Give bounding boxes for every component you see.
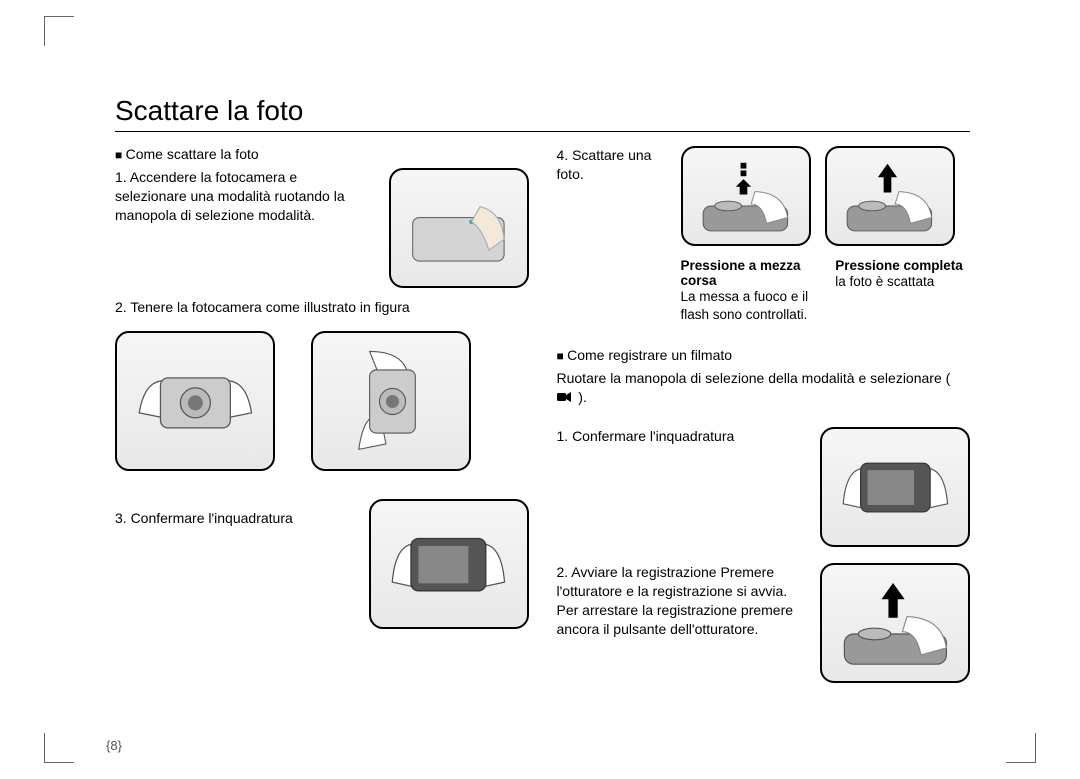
step-1-text: 1. Accendere la fotocamera e selezionare… (115, 168, 373, 225)
camera-icon (404, 182, 513, 275)
step-2-illustrations (115, 331, 529, 471)
press-full-block: Pressione completa la foto è scattata (835, 252, 970, 323)
video-intro-a: Ruotare la manopola di selezione della m… (557, 370, 955, 386)
illus-frame-back (369, 499, 529, 629)
illus-press-full (825, 146, 955, 246)
two-column-layout: Come scattare la foto 1. Accendere la fo… (115, 146, 970, 683)
camera-icon (133, 346, 258, 455)
video-step-1-row: 1. Confermare l'inquadratura (557, 427, 971, 547)
illus-hold-vertical (311, 331, 471, 471)
press-full-title: Pressione completa (835, 258, 970, 273)
illus-hold-front (115, 331, 275, 471)
camera-icon (695, 158, 796, 235)
crop-mark-bl (44, 733, 74, 763)
page-number: {8} (106, 738, 122, 753)
video-step-2-row: 2. Avviare la registrazione Premere l'ot… (557, 563, 971, 683)
page-content: Scattare la foto Come scattare la foto 1… (115, 95, 970, 683)
crop-mark-tl (44, 16, 74, 46)
press-half-title: Pressione a mezza corsa (681, 258, 816, 288)
section-head-video: Come registrare un filmato (557, 347, 971, 363)
video-intro-b: ). (574, 389, 586, 405)
video-step-2-text: 2. Avviare la registrazione Premere l'ot… (557, 563, 803, 639)
step-3-text: 3. Confermare l'inquadratura (115, 509, 345, 528)
illus-video-frame (820, 427, 970, 547)
press-half-block: Pressione a mezza corsa La messa a fuoco… (681, 252, 816, 323)
video-camera-icon (557, 391, 571, 403)
page-title: Scattare la foto (115, 95, 970, 132)
video-step-1-text: 1. Confermare l'inquadratura (557, 427, 803, 446)
camera-icon (837, 440, 954, 533)
step-4-text: 4. Scattare una foto. (557, 146, 667, 184)
press-full-text: la foto è scattata (835, 273, 970, 291)
camera-icon (386, 513, 511, 614)
camera-icon (837, 576, 954, 669)
camera-icon (329, 346, 454, 455)
illus-camera-top (389, 168, 529, 288)
step-2-text: 2. Tenere la fotocamera come illustrato … (115, 298, 529, 317)
video-intro: Ruotare la manopola di selezione della m… (557, 369, 971, 407)
illus-press-half (681, 146, 811, 246)
left-column: Come scattare la foto 1. Accendere la fo… (115, 146, 529, 683)
right-column: 4. Scattare una foto. (557, 146, 971, 683)
illus-video-record (820, 563, 970, 683)
crop-mark-br (1006, 733, 1036, 763)
press-half-text: La messa a fuoco e il flash sono control… (681, 288, 816, 323)
section-head-photo: Come scattare la foto (115, 146, 529, 162)
camera-icon (839, 158, 940, 235)
